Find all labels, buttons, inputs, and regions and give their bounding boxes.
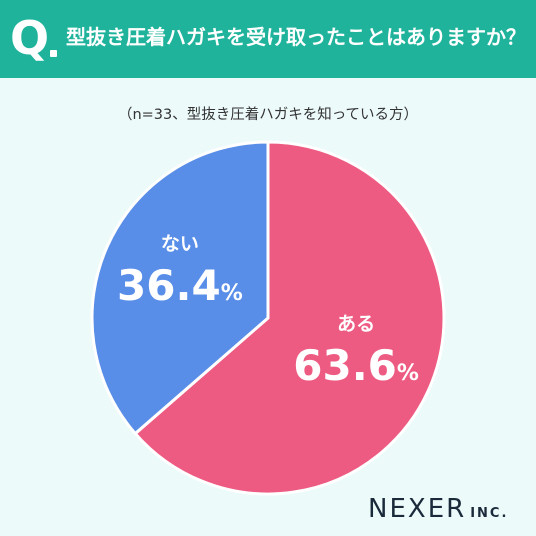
- question-text: 型抜き圧着ハガキを受け取ったことはありますか？: [66, 25, 526, 49]
- slice-label-1: ない: [161, 233, 199, 255]
- pie-slice-0: [133, 140, 446, 496]
- slice-value-1: 36.4%: [117, 261, 243, 310]
- slice-value-0: 63.6%: [293, 341, 419, 390]
- brand-suffix: INC.: [470, 506, 509, 521]
- brand-logo: NEXER INC.: [368, 494, 508, 524]
- q-mark: Q: [10, 11, 50, 65]
- pie-slice-1: [90, 140, 270, 436]
- slice-label-0: ある: [337, 313, 375, 335]
- q-dot: [50, 50, 57, 57]
- chart-subtitle: （n=33、型抜き圧着ハガキを知っている方）: [117, 107, 419, 123]
- question-header: Q 型抜き圧着ハガキを受け取ったことはありますか？: [0, 0, 536, 78]
- brand-name: NEXER: [368, 494, 467, 524]
